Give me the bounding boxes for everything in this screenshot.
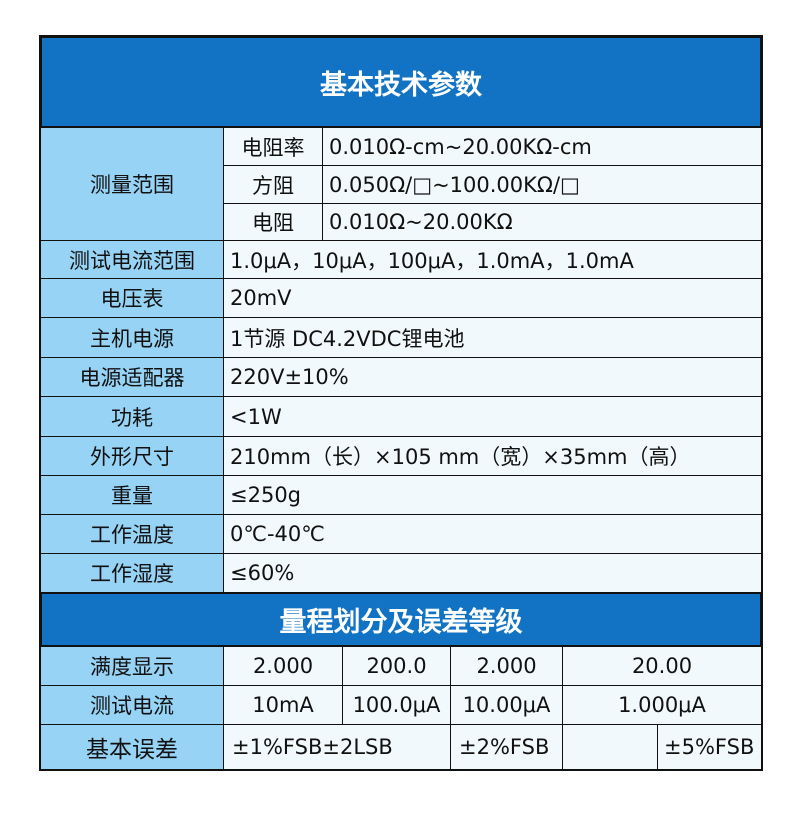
basic-error-cell xyxy=(562,724,658,770)
test-current-cell: 10.00μA xyxy=(450,685,563,725)
spec-label: 功耗 xyxy=(40,396,224,437)
spec-label: 电源适配器 xyxy=(40,357,224,397)
spec-label: 主机电源 xyxy=(40,317,224,358)
spec-value: <1W xyxy=(223,396,762,437)
spec-value: 210mm（长）×105 mm（宽）×35mm（高） xyxy=(223,436,762,476)
spec-value: 1节源 DC4.2VDC锂电池 xyxy=(223,317,762,358)
spec-label: 外形尺寸 xyxy=(40,436,224,476)
full-scale-cell: 2.000 xyxy=(223,646,343,686)
full-scale-cell: 200.0 xyxy=(342,646,451,686)
spec-value: 20mV xyxy=(223,278,762,318)
spec-label: 工作湿度 xyxy=(40,553,224,593)
spec-label: 电压表 xyxy=(40,278,224,318)
spec-label: 重量 xyxy=(40,475,224,515)
sub-value: 0.010Ω~20.00KΩ xyxy=(322,203,762,241)
test-current-label: 测试电流 xyxy=(40,685,224,725)
full-scale-label: 满度显示 xyxy=(40,646,224,686)
sub-label: 方阻 xyxy=(223,165,323,204)
sub-label: 电阻 xyxy=(223,203,323,241)
basic-error-cell: ±1%FSB±2LSB xyxy=(223,724,451,770)
full-scale-cell: 2.000 xyxy=(450,646,563,686)
sub-value: 0.010Ω-cm~20.00KΩ-cm xyxy=(322,127,762,166)
spec-label: 工作温度 xyxy=(40,514,224,554)
spec-value: ≤250g xyxy=(223,475,762,515)
test-current-cell: 100.0μA xyxy=(342,685,451,725)
test-current-cell: 10mA xyxy=(223,685,343,725)
spec-value: ≤60% xyxy=(223,553,762,593)
test-current-cell: 1.000μA xyxy=(562,685,762,725)
table-title: 基本技术参数 xyxy=(40,36,762,128)
spec-value: 1.0μA，10μA，100μA，1.0mA，1.0mA xyxy=(223,240,762,279)
basic-error-cell: ±2%FSB xyxy=(450,724,563,770)
spec-label: 测试电流范围 xyxy=(40,240,224,279)
basic-error-label: 基本误差 xyxy=(40,724,224,770)
spec-value: 0℃-40℃ xyxy=(223,514,762,554)
basic-error-cell: ±5%FSB xyxy=(657,724,762,770)
sub-label: 电阻率 xyxy=(223,127,323,166)
spec-value: 220V±10% xyxy=(223,357,762,397)
measure-range-label: 测量范围 xyxy=(40,127,224,241)
full-scale-cell: 20.00 xyxy=(562,646,762,686)
sub-value: 0.050Ω/□~100.00KΩ/□ xyxy=(322,165,762,204)
range-title: 量程划分及误差等级 xyxy=(40,592,762,647)
